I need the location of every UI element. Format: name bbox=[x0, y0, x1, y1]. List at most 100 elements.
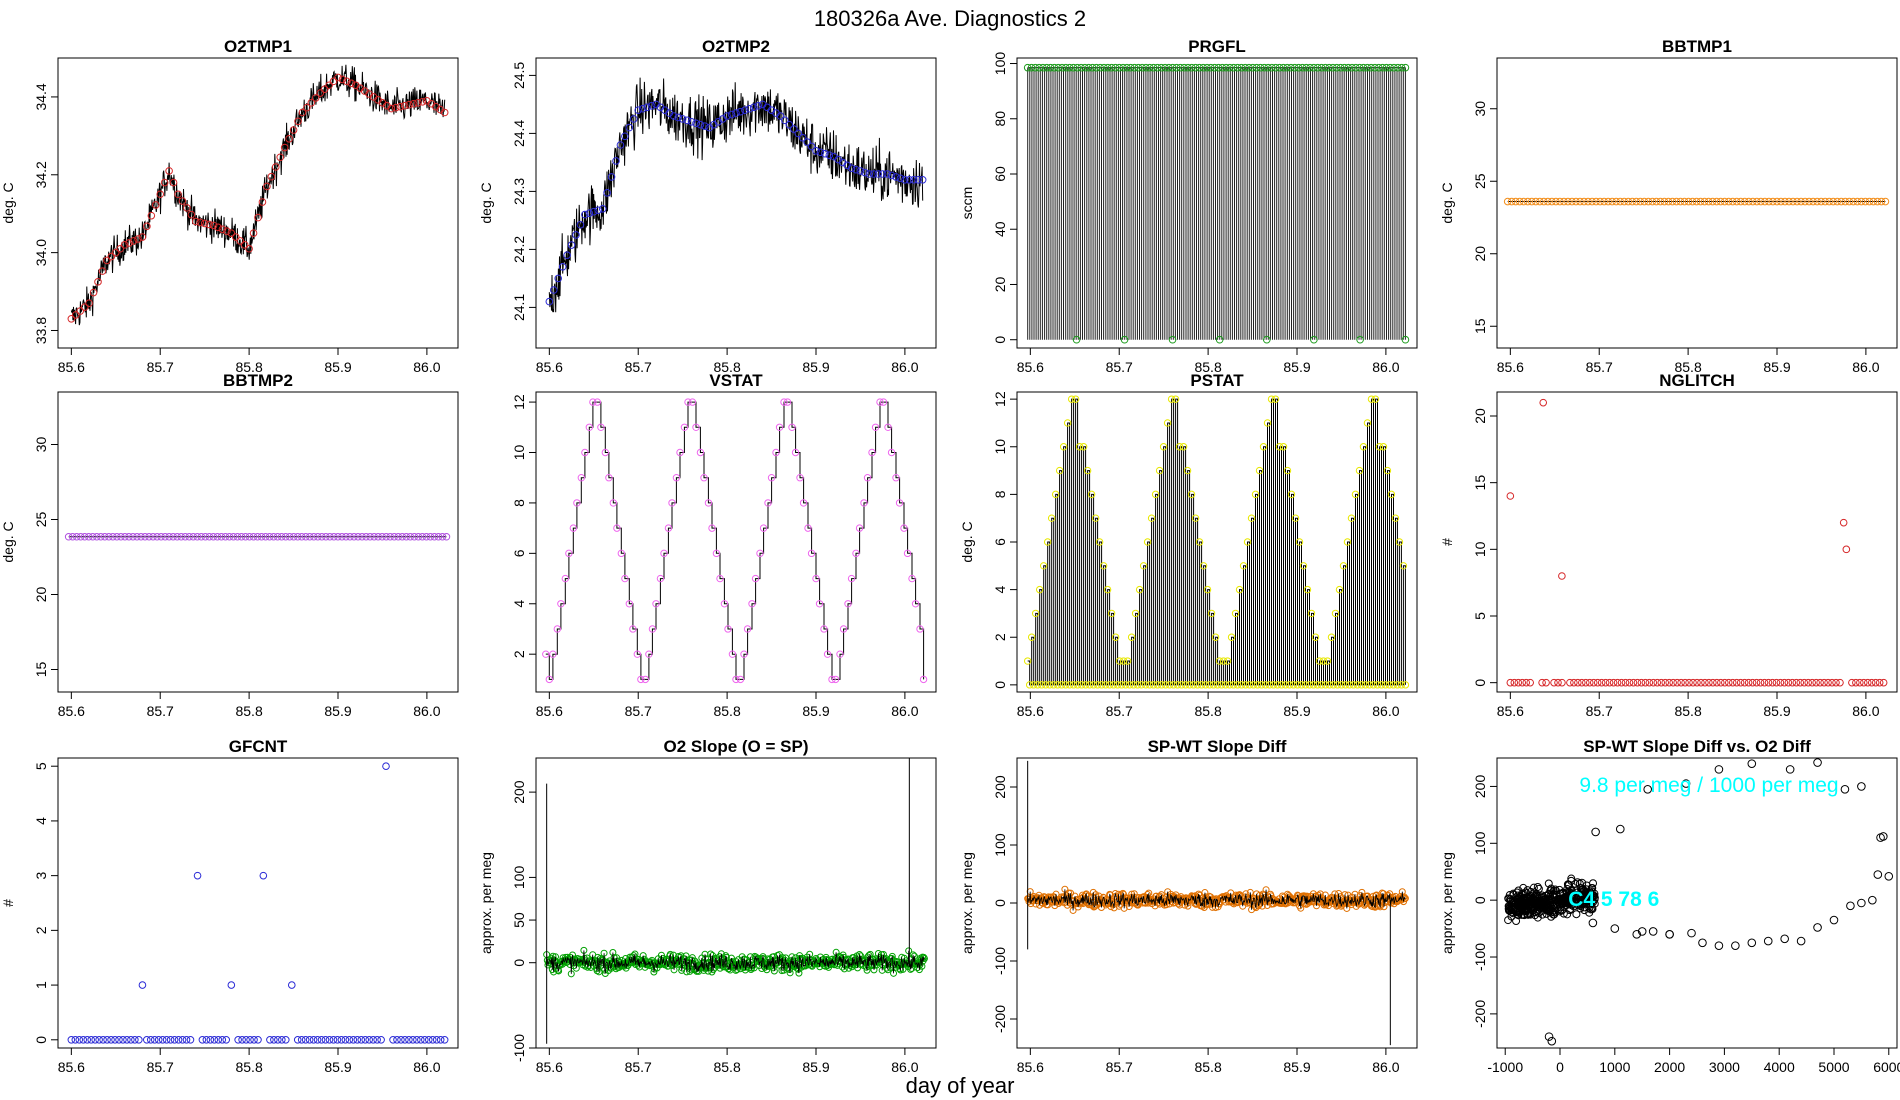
x-tick-label: 85.8 bbox=[1674, 359, 1701, 375]
data-point bbox=[1641, 678, 1650, 687]
data-point bbox=[1209, 681, 1218, 689]
data-point bbox=[616, 141, 625, 149]
y-tick-label: 10 bbox=[992, 439, 1008, 455]
data-point bbox=[1357, 681, 1366, 689]
data-point bbox=[674, 113, 683, 122]
data-point bbox=[1165, 681, 1174, 689]
data-point bbox=[294, 117, 302, 126]
data-point bbox=[1564, 197, 1572, 206]
x-tick-label: 85.9 bbox=[802, 703, 829, 719]
data-point bbox=[1177, 681, 1186, 689]
data-point bbox=[103, 256, 111, 265]
data-point bbox=[1336, 63, 1345, 72]
data-point bbox=[1287, 490, 1296, 499]
x-tick-label: 5000 bbox=[1818, 1059, 1849, 1075]
data-point bbox=[780, 398, 788, 406]
data-point bbox=[1275, 443, 1284, 451]
data-point bbox=[1829, 197, 1837, 206]
data-point bbox=[839, 625, 848, 633]
data-point bbox=[1111, 63, 1120, 72]
outlier-point bbox=[1842, 545, 1851, 554]
data-point bbox=[1515, 197, 1524, 206]
data-point bbox=[892, 474, 900, 482]
data-point bbox=[111, 1035, 119, 1044]
data-point bbox=[708, 524, 716, 532]
data-point bbox=[1860, 678, 1868, 687]
data-point bbox=[609, 499, 618, 507]
data-point bbox=[1852, 678, 1860, 687]
data-point bbox=[664, 524, 673, 532]
data-point bbox=[1201, 681, 1210, 689]
data-point bbox=[293, 1035, 302, 1044]
y-axis-label: sccm bbox=[959, 187, 975, 220]
y-tick-label: 200 bbox=[511, 780, 527, 804]
data-point bbox=[1283, 63, 1291, 72]
data-point bbox=[1637, 927, 1647, 936]
data-point bbox=[265, 532, 274, 541]
data-point bbox=[860, 499, 868, 507]
data-point bbox=[107, 252, 116, 261]
data-point bbox=[1863, 678, 1872, 687]
data-point bbox=[831, 675, 840, 684]
data-point bbox=[1092, 63, 1101, 72]
y-tick-label: 2 bbox=[992, 633, 1008, 641]
data-point bbox=[1621, 678, 1630, 687]
data-point bbox=[1570, 678, 1578, 687]
data-point bbox=[1215, 335, 1224, 344]
data-point bbox=[1222, 63, 1230, 72]
data-point bbox=[1131, 609, 1140, 618]
y-axis-label: # bbox=[1439, 538, 1455, 546]
y-tick-label: 0 bbox=[992, 681, 1008, 689]
data-point bbox=[1792, 678, 1801, 687]
outlier-point bbox=[1558, 572, 1566, 580]
y-tick-label: 100 bbox=[992, 833, 1008, 857]
data-point bbox=[1371, 63, 1379, 72]
data-point bbox=[1643, 784, 1652, 794]
data-point bbox=[1588, 197, 1596, 206]
x-tick-label: 85.7 bbox=[147, 1059, 174, 1075]
data-point bbox=[169, 178, 178, 187]
x-tick-label: 86.0 bbox=[413, 359, 440, 375]
data-point bbox=[1578, 678, 1586, 687]
data-point bbox=[1325, 63, 1333, 72]
cluster-point bbox=[1504, 916, 1513, 925]
data-point bbox=[1195, 538, 1204, 546]
data-point bbox=[1736, 197, 1745, 206]
data-point bbox=[237, 532, 246, 541]
data-point bbox=[246, 1035, 254, 1044]
data-point bbox=[668, 499, 676, 507]
data-point bbox=[174, 190, 182, 199]
data-point bbox=[1259, 443, 1268, 451]
y-tick-label: 0 bbox=[511, 959, 527, 967]
data-point bbox=[687, 118, 696, 126]
data-point bbox=[1523, 197, 1532, 206]
x-tick-label: 85.6 bbox=[1497, 359, 1524, 375]
data-point bbox=[1277, 681, 1286, 689]
data-point bbox=[1134, 63, 1143, 72]
panel-spwt: SP-WT Slope Diff approx. per meg 85.6 85.7 8… bbox=[959, 737, 1418, 1075]
data-point bbox=[426, 532, 435, 541]
data-point bbox=[887, 171, 896, 180]
data-point bbox=[442, 532, 451, 541]
data-point bbox=[214, 1035, 223, 1044]
data-point bbox=[1095, 538, 1104, 546]
x-tick-label: 85.6 bbox=[536, 1059, 563, 1075]
data-point bbox=[1175, 443, 1184, 451]
y-tick-label: 24.2 bbox=[511, 236, 527, 263]
data-point bbox=[641, 675, 650, 684]
x-tick-label: 85.6 bbox=[58, 1059, 85, 1075]
data-point bbox=[1129, 681, 1138, 689]
data-point bbox=[1088, 63, 1097, 72]
data-point bbox=[1796, 936, 1806, 946]
data-point bbox=[1572, 197, 1580, 206]
data-point bbox=[293, 532, 302, 541]
x-tick-label: 85.8 bbox=[235, 703, 262, 719]
data-point bbox=[338, 75, 347, 84]
data-point bbox=[1628, 197, 1637, 206]
data-point bbox=[1820, 678, 1828, 687]
data-point bbox=[1205, 681, 1214, 689]
data-point bbox=[1193, 681, 1202, 689]
data-point bbox=[1072, 335, 1081, 344]
data-point bbox=[258, 198, 267, 206]
data-point bbox=[1632, 197, 1641, 206]
